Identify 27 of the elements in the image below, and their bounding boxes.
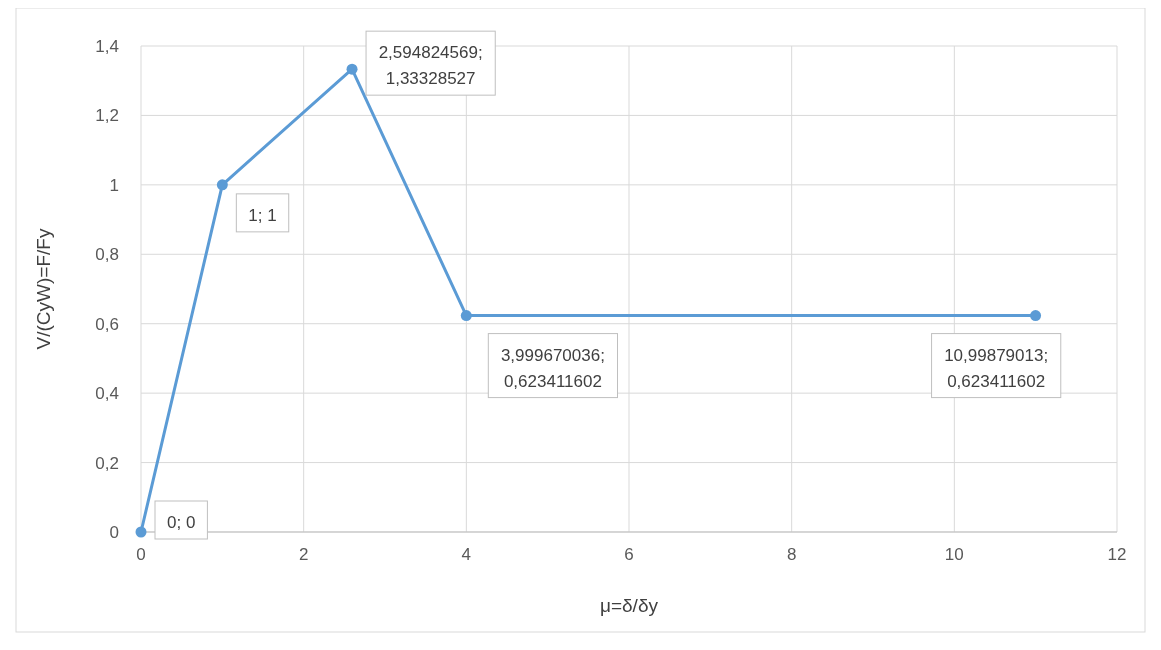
x-tick-label: 0 [136, 545, 146, 564]
y-tick-label: 1,4 [95, 36, 119, 56]
x-tick-label: 8 [786, 545, 797, 564]
x-tick-label: 10 [944, 545, 964, 564]
y-tick-label: 0,2 [95, 453, 119, 473]
data-label: 1; 1 [248, 205, 277, 225]
y-tick-label: 1,2 [95, 106, 119, 126]
data-label: 2,594824569; 1,33328527 [378, 43, 483, 89]
point [135, 526, 147, 538]
data-label: 10,99879013; 0,623411602 [944, 345, 1049, 391]
x-axis-title: μ=δ/δy [600, 595, 659, 616]
y-axis-title: V/(CyW)=F/Fy [33, 228, 54, 350]
x-tick-label: 6 [624, 545, 634, 564]
x-tick-label: 4 [461, 545, 472, 564]
y-tick-label: 0,6 [95, 314, 119, 334]
x-tick-label: 12 [1107, 545, 1127, 564]
x-tick-label: 2 [298, 545, 309, 564]
point [346, 63, 358, 75]
data-label: 3,999670036; 0,623411602 [500, 345, 605, 391]
point [460, 310, 472, 322]
y-tick-label: 0 [109, 522, 119, 542]
y-tick-label: 0,8 [95, 245, 119, 265]
point [216, 179, 228, 191]
point [1030, 310, 1042, 322]
data-label: 0; 0 [167, 513, 196, 532]
y-tick-label: 0,4 [95, 384, 119, 404]
y-tick-label: 1 [109, 175, 119, 195]
